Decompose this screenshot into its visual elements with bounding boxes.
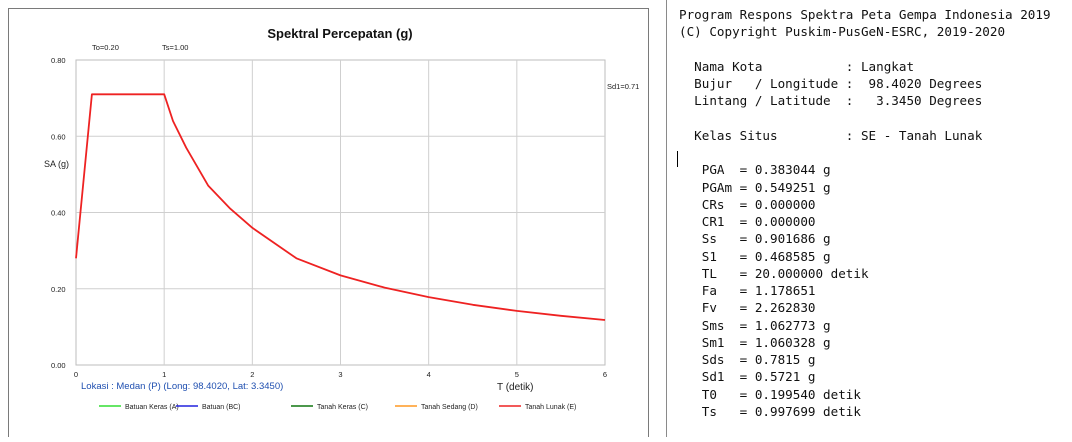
- legend-label: Tanah Keras (C): [317, 404, 368, 411]
- text-cursor: [677, 151, 678, 167]
- console-output-panel[interactable]: Program Respons Spektra Peta Gempa Indon…: [666, 0, 1072, 437]
- x-tick-label: 5: [515, 370, 519, 379]
- console-line: Ts = 0.997699 detik: [679, 403, 861, 419]
- sd1-label: Sd1=0.71: [607, 82, 639, 91]
- x-tick-label: 2: [250, 370, 254, 379]
- x-tick-label: 4: [427, 370, 431, 379]
- console-line: TL = 20.000000 detik: [679, 265, 869, 281]
- legend-label: Tanah Lunak (E): [525, 404, 576, 411]
- legend-label: Batuan (BC): [202, 404, 241, 411]
- console-line: Sm1 = 1.060328 g: [679, 334, 831, 350]
- y-tick-label: 0.60: [51, 132, 66, 141]
- console-line: CR1 = 0.000000: [679, 214, 816, 229]
- x-tick-label: 3: [338, 370, 342, 379]
- x-tick-label: 6: [603, 370, 607, 379]
- y-axis-ticks: 0.00 0.20 0.40 0.60 0.80: [51, 56, 66, 370]
- console-line: Kelas Situs : SE - Tanah Lunak: [679, 127, 983, 143]
- series-lines: [75, 93, 606, 321]
- chart-title: Spektral Percepatan (g): [267, 26, 412, 41]
- x-tick-label: 1: [162, 370, 166, 379]
- series-line-tanah-lunak: [75, 93, 606, 321]
- y-tick-label: 0.20: [51, 285, 66, 294]
- console-line: Sms = 1.062773 g: [679, 317, 831, 333]
- chart-legend: Batuan Keras (A) Batuan (BC) Tanah Keras (…: [99, 404, 576, 411]
- console-line: Bujur / Longitude : 98.4020 Degrees: [679, 76, 983, 91]
- console-line: PGA = 0.383044 g: [679, 162, 831, 178]
- legend-label: Batuan Keras (A): [125, 404, 179, 411]
- console-line: Sd1 = 0.5721 g: [679, 369, 816, 385]
- console-line: Ss = 0.901686 g: [679, 231, 831, 247]
- x-axis-label: T (detik): [497, 382, 534, 393]
- ts-label: Ts=1.00: [162, 43, 188, 52]
- console-line: Program Respons Spektra Peta Gempa Indon…: [679, 7, 1051, 22]
- console-line: CRs = 0.000000: [679, 196, 816, 212]
- console-line: (C) Copyright Puskim-PusGeN-ESRC, 2019-2…: [679, 24, 1006, 40]
- x-tick-label: 0: [74, 370, 78, 379]
- console-line: Nama Kota : Langkat: [679, 58, 915, 74]
- grid-lines: [75, 59, 606, 366]
- legend-label: Tanah Sedang (D): [421, 404, 478, 411]
- console-line: Lintang / Latitude : 3.3450 Degrees: [679, 93, 983, 109]
- console-line: Sds = 0.7815 g: [679, 352, 816, 367]
- console-line: PGAm = 0.549251 g: [679, 179, 831, 195]
- chart-panel: Spektral Percepatan (g) 0.00 0.20 0.40 0.60…: [8, 8, 649, 437]
- response-spectrum-chart: Spektral Percepatan (g) 0.00 0.20 0.40 0.60…: [44, 26, 639, 411]
- y-axis-label: SA (g): [44, 159, 69, 169]
- y-tick-label: 0.40: [51, 209, 66, 218]
- x-axis-ticks: 0 1 2 3 4 5 6: [74, 370, 607, 379]
- console-line: T0 = 0.199540 detik: [679, 386, 861, 402]
- y-tick-label: 0.00: [51, 361, 66, 370]
- console-line: S1 = 0.468585 g: [679, 248, 831, 264]
- console-line: Fa = 1.178651: [679, 283, 816, 298]
- console-line: Fv = 2.262830: [679, 300, 816, 316]
- location-label: Lokasi : Medan (P) (Long: 98.4020, Lat: …: [81, 381, 283, 392]
- to-label: To=0.20: [92, 43, 119, 52]
- y-tick-label: 0.80: [51, 56, 66, 65]
- panel-gap: [650, 0, 666, 437]
